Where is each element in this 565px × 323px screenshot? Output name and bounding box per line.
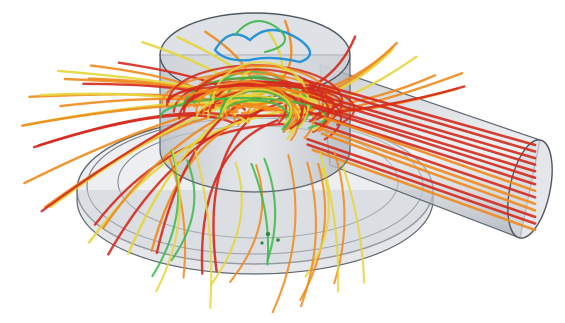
streamline [178,82,343,141]
streamline [250,162,270,266]
streamline [195,80,295,133]
streamline [20,103,277,127]
streamline [306,137,537,219]
streamline [234,20,286,53]
streamline [311,105,537,179]
streamline [40,94,240,213]
streamline [299,161,317,308]
streamline [318,127,537,206]
housing-rim [159,149,351,193]
streamlines [20,19,537,314]
streamline [165,83,342,113]
streamline [194,149,213,309]
streamline [200,119,279,275]
streamline [170,159,196,262]
streamline [107,101,283,256]
streamline [303,78,537,147]
streamline [223,88,293,125]
streamline [236,85,466,117]
streamline [320,132,537,212]
streamline [311,148,537,232]
streamline [229,164,264,283]
streamline [155,149,181,293]
streamline [308,84,537,153]
streamline [323,116,537,193]
streamline [263,157,277,262]
streamline [210,161,243,286]
streamline [213,28,312,64]
streamline [341,162,366,284]
streamline [271,153,297,314]
streamline [306,143,537,225]
probe-marker [260,231,280,245]
streamline [211,61,310,129]
streamline [319,152,340,293]
streamline [314,121,537,199]
streamline [302,89,537,160]
streamline [176,86,324,113]
streamline [56,69,270,110]
streamline [308,94,537,166]
streamline [301,100,537,173]
